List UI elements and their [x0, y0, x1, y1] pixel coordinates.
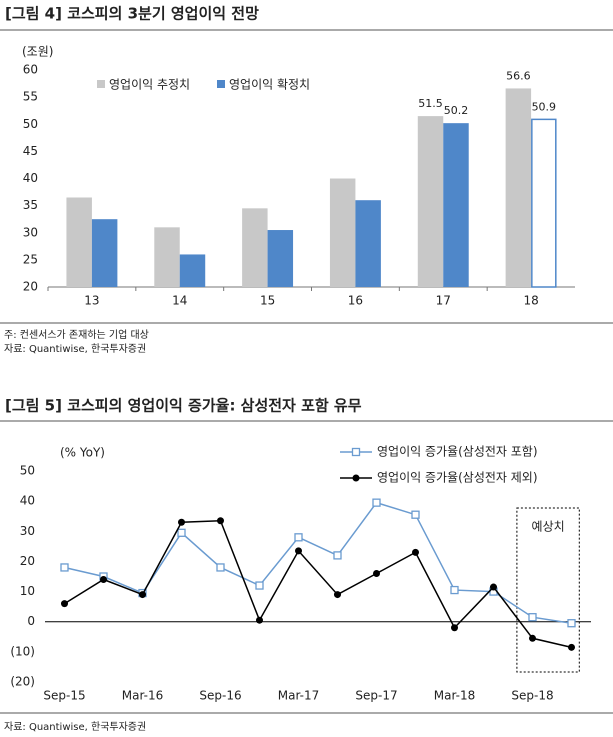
legend-marker: [352, 474, 360, 482]
bar: [531, 118, 557, 288]
y-tick-label: 50: [20, 464, 35, 478]
x-tick-label: 18: [523, 294, 538, 308]
point: [294, 533, 303, 542]
y-tick-label: 30: [23, 225, 38, 239]
x-tick-label: 14: [172, 294, 187, 308]
point: [333, 551, 342, 560]
note: 자료: Quantiwise, 한국투자증권: [4, 343, 146, 355]
x-tick-label: Sep-18: [511, 689, 553, 703]
bar: [179, 254, 206, 287]
legend-swatch: [97, 80, 105, 88]
x-tick-label: Mar-16: [122, 689, 163, 703]
point: [490, 583, 497, 591]
y-tick-label: 20: [20, 554, 35, 568]
x-tick-label: Sep-15: [43, 689, 85, 703]
bar: [417, 116, 444, 287]
legend-label: 영업이익 확정치: [229, 78, 310, 92]
point: [450, 585, 459, 595]
legend-marker: [351, 447, 361, 457]
legend-label: 영업이익 증가율(삼성전자 제외): [377, 471, 538, 485]
bar: [66, 197, 92, 287]
point: [334, 591, 341, 599]
point: [256, 616, 263, 624]
y-tick-label: 60: [23, 63, 38, 77]
point: [61, 600, 68, 608]
y-tick-label: 20: [23, 280, 38, 294]
x-tick-label: 16: [348, 294, 363, 308]
x-tick-label: Sep-16: [199, 689, 241, 703]
y-tick-label: (10): [10, 644, 35, 658]
value-label: 50.2: [444, 104, 469, 117]
point: [373, 569, 380, 577]
series-line: [64, 501, 572, 624]
y-tick-label: 40: [20, 494, 35, 508]
point: [295, 547, 302, 555]
y-tick-label: 30: [20, 524, 35, 538]
point: [255, 581, 264, 590]
y-tick-label: (20): [10, 675, 35, 689]
y-tick-label: 35: [23, 198, 38, 212]
series-line: [64, 519, 572, 649]
x-tick-label: Sep-17: [355, 689, 397, 703]
bar: [154, 227, 180, 287]
value-label: 50.9: [532, 100, 557, 113]
figure-title: [그림 5] 코스피의 영업이익 증가율: 삼성전자 포함 유무: [5, 397, 362, 415]
x-tick-label: Mar-17: [278, 689, 319, 703]
figure-title: [그림 4] 코스피의 3분기 영업이익 전망: [5, 5, 259, 23]
x-tick-label: 15: [260, 294, 275, 308]
bar: [91, 219, 118, 287]
point: [178, 518, 185, 526]
bar: [355, 200, 381, 287]
annotation: 예상치: [532, 520, 565, 534]
value-label: 51.5: [418, 97, 443, 110]
x-tick-label: Mar-18: [434, 689, 475, 703]
bar: [505, 88, 532, 287]
y-tick-label: 55: [23, 90, 38, 104]
forecast-box: [516, 507, 580, 673]
bar: [242, 208, 268, 287]
y-tick-label: 0: [27, 614, 35, 628]
y-tick-label: 25: [23, 252, 38, 266]
point: [451, 624, 458, 632]
point: [568, 643, 575, 651]
value-label: 56.6: [506, 69, 531, 82]
point: [217, 517, 224, 525]
y-tick-label: 40: [23, 171, 38, 185]
point: [412, 548, 419, 556]
note: 자료: Quantiwise, 한국투자증권: [4, 721, 146, 733]
point: [139, 591, 146, 599]
y-tick-label: 50: [23, 117, 38, 131]
bar: [267, 230, 294, 287]
point: [177, 528, 186, 537]
x-tick-label: 13: [84, 294, 99, 308]
point: [528, 613, 537, 622]
note: 주: 컨센서스가 존재하는 기업 대상: [4, 328, 149, 341]
point: [567, 619, 576, 628]
y-tick-label: 45: [23, 144, 38, 158]
x-tick-label: 17: [436, 294, 451, 308]
y-tick-label: 10: [20, 584, 35, 598]
point: [411, 510, 420, 519]
bar: [329, 178, 356, 287]
unit-label: (조원): [22, 45, 53, 59]
legend-label: 영업이익 증가율(삼성전자 포함): [377, 445, 538, 459]
unit-label: (% YoY): [60, 446, 105, 460]
point: [216, 563, 225, 572]
point: [60, 563, 69, 572]
legend-label: 영업이익 추정치: [109, 78, 190, 92]
point: [529, 634, 536, 642]
bar: [443, 123, 469, 287]
legend-swatch: [217, 80, 225, 88]
point: [372, 498, 381, 507]
point: [100, 576, 107, 584]
